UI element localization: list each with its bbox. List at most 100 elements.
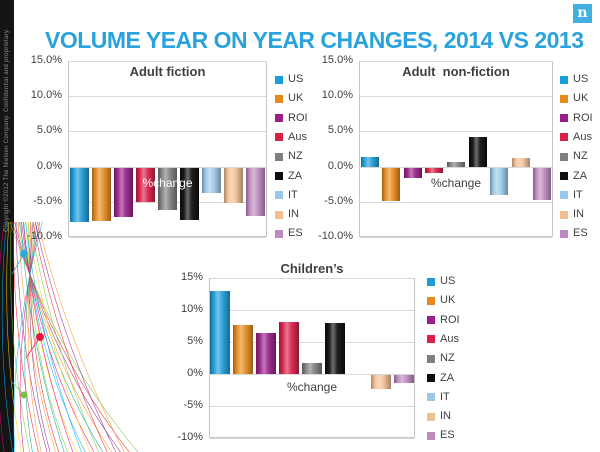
- legend-item-roi: ROI: [560, 109, 600, 128]
- gridline: [69, 167, 266, 168]
- bar-aus: [279, 321, 300, 374]
- legend-swatch-in: [275, 210, 283, 219]
- gridline: [69, 61, 266, 62]
- y-tick-label: -10.0%: [318, 230, 353, 242]
- page-title: VOLUME YEAR ON YEAR CHANGES, 2014 VS 201…: [45, 27, 584, 53]
- gridline: [210, 310, 414, 311]
- legend-label: IN: [288, 208, 299, 221]
- legend-label: ROI: [440, 313, 460, 326]
- chart-title: Adult fiction: [129, 64, 206, 79]
- legend-item-it: IT: [275, 186, 319, 205]
- legend-item-es: ES: [560, 224, 600, 243]
- legend-item-us: US: [560, 70, 600, 89]
- legend-swatch-nz: [560, 152, 568, 161]
- bar-us: [210, 290, 231, 374]
- thread-line: [29, 222, 51, 452]
- thread-line: [6, 222, 22, 452]
- legend-label: Aus: [573, 130, 592, 143]
- legend-swatch-nz: [427, 354, 435, 363]
- legend-swatch-za: [560, 172, 568, 180]
- legend-item-roi: ROI: [427, 311, 471, 330]
- legend-item-za: ZA: [560, 167, 600, 186]
- legend-swatch-uk: [560, 94, 568, 103]
- legend-item-za: ZA: [275, 167, 319, 186]
- bar-roi: [256, 333, 277, 374]
- y-tick-label: 5%: [187, 335, 203, 347]
- y-tick-label: 10%: [180, 303, 203, 315]
- bar-aus: [425, 166, 444, 173]
- decoration-dot: [20, 391, 28, 399]
- gridline: [360, 167, 552, 168]
- legend-item-us: US: [427, 272, 471, 291]
- legend-label: US: [573, 73, 589, 85]
- legend-swatch-nz: [275, 152, 283, 161]
- legend-item-aus: Aus: [427, 330, 471, 349]
- bar-nz: [447, 161, 465, 167]
- gridline: [360, 202, 552, 203]
- gridline: [360, 131, 552, 132]
- legend-swatch-aus: [560, 133, 568, 142]
- legend-label: NZ: [288, 150, 303, 163]
- legend-swatch-za: [275, 172, 283, 180]
- legend-swatch-us: [427, 277, 435, 286]
- legend-label: IT: [288, 188, 298, 201]
- nielsen-logo: n: [573, 4, 592, 23]
- bar-roi: [113, 166, 133, 218]
- thread-line: [19, 222, 41, 452]
- y-tick-label: -10%: [177, 431, 203, 443]
- bar-roi: [403, 166, 422, 178]
- legend-swatch-roi: [427, 316, 435, 325]
- legend-swatch-it: [560, 191, 568, 200]
- plot-area: [68, 61, 267, 237]
- legend-swatch-za: [427, 374, 435, 382]
- gridline: [360, 237, 552, 238]
- y-tick-label: 10.0%: [30, 89, 62, 101]
- legend-item-nz: NZ: [427, 349, 471, 368]
- decoration-dot: [20, 250, 28, 258]
- bar-uk: [233, 324, 254, 374]
- zero-axis-line: [359, 167, 553, 168]
- legend-item-es: ES: [275, 224, 319, 243]
- thread-line: [28, 222, 68, 452]
- legend-label: ES: [288, 227, 303, 240]
- legend-label: ZA: [288, 169, 303, 182]
- thread-line: [1, 222, 13, 452]
- legend-item-aus: Aus: [275, 128, 319, 147]
- legend-item-uk: UK: [560, 89, 600, 108]
- thread-line: [15, 222, 48, 452]
- bar-in: [224, 166, 244, 204]
- legend-swatch-roi: [275, 114, 283, 123]
- gridline: [210, 342, 414, 343]
- axis-label-percent-change: %change: [286, 380, 338, 394]
- gridline: [210, 374, 414, 375]
- legend-swatch-aus: [275, 133, 283, 142]
- plot-area: [359, 61, 553, 237]
- thread-line: [37, 222, 125, 452]
- legend-label: IT: [440, 390, 450, 403]
- axis-label-percent-change: %change: [430, 176, 482, 190]
- thread-line: [25, 336, 41, 359]
- bar-za: [180, 166, 200, 221]
- bar-us: [69, 166, 89, 223]
- zero-axis-line: [68, 167, 267, 168]
- sidebar-strip: Copyright ©2012 The Nielsen Company. Con…: [0, 0, 14, 452]
- bar-us: [360, 156, 379, 167]
- bar-in: [370, 374, 391, 389]
- legend-label: IN: [573, 208, 584, 221]
- legend-label: ES: [573, 227, 588, 240]
- legend-swatch-us: [560, 75, 568, 84]
- bar-it: [202, 166, 222, 194]
- y-tick-label: -5.0%: [324, 195, 353, 207]
- legend-label: NZ: [573, 150, 588, 163]
- legend-label: IT: [573, 188, 583, 201]
- bar-za: [324, 322, 345, 374]
- legend-item-za: ZA: [427, 369, 471, 388]
- legend-swatch-uk: [275, 94, 283, 103]
- legend-item-uk: UK: [275, 89, 319, 108]
- y-tick-label: -5.0%: [33, 195, 62, 207]
- legend-label: Aus: [440, 332, 459, 345]
- legend-item-nz: NZ: [275, 147, 319, 166]
- bar-it: [490, 166, 509, 196]
- y-tick-label: 0.0%: [327, 160, 353, 172]
